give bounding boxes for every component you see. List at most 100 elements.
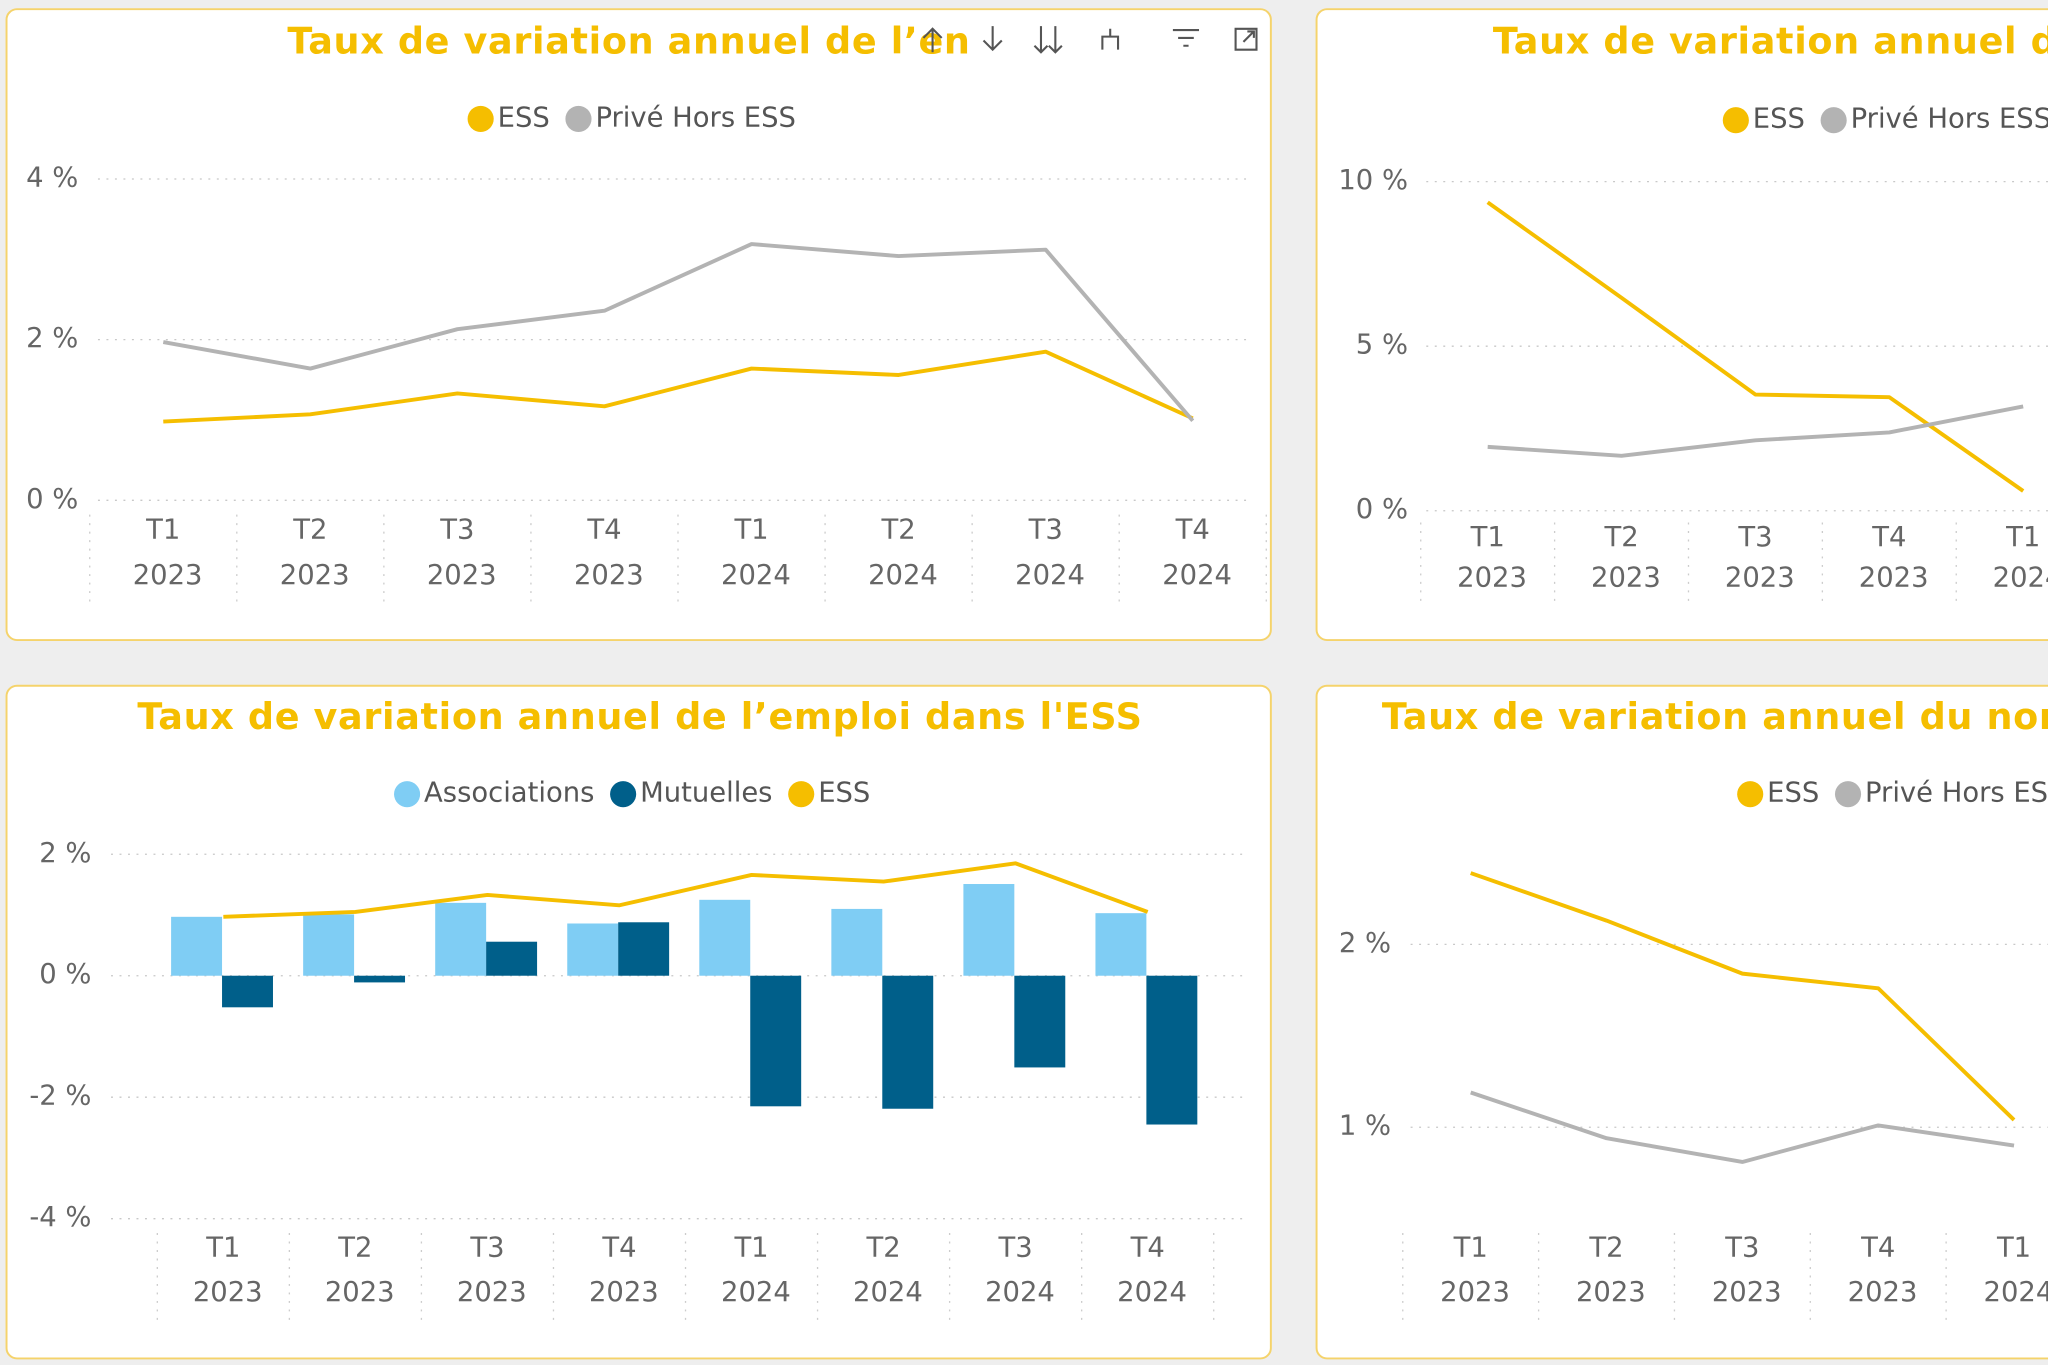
- series-line: [223, 861, 1149, 919]
- panel-frame: [1315, 8, 2048, 642]
- x-tick-label: T2 2024: [844, 1232, 922, 1307]
- x-tick-label: T4 2023: [1839, 1232, 1917, 1307]
- legend-label: ESS: [498, 102, 550, 133]
- bar: [222, 975, 273, 1008]
- legend-marker: [788, 781, 815, 808]
- legend-marker: [394, 781, 421, 808]
- legend-label: Privé Hors ESS: [1865, 778, 2048, 809]
- y-tick-label: -2 %: [29, 1081, 91, 1112]
- y-tick-label: 2 %: [1339, 928, 1391, 959]
- legend: ESS Privé Hors ESS: [467, 102, 796, 133]
- bar: [618, 922, 670, 976]
- bar: [831, 908, 883, 976]
- panel-frame: [5, 8, 1272, 642]
- header-icon: [1033, 26, 1063, 54]
- bar: [963, 884, 1015, 976]
- y-tick-label: 0 %: [1356, 494, 1408, 525]
- legend-label: Privé Hors ESS: [595, 102, 795, 133]
- y-tick-label: 0 %: [39, 959, 91, 990]
- bar: [1146, 975, 1198, 1125]
- header-icon: [1101, 28, 1120, 50]
- bar: [882, 975, 934, 1109]
- y-tick-label: -4 %: [29, 1202, 91, 1233]
- header-icon: [982, 26, 1003, 52]
- bar: [750, 975, 802, 1107]
- y-tick-label: 2 %: [39, 838, 91, 869]
- bar: [699, 899, 751, 976]
- x-tick-label: T1 2023: [124, 514, 202, 591]
- x-tick-label: T2 2023: [1567, 1232, 1645, 1307]
- chart-panel: Taux de variation annuel de l’en 0 % 2 % 4 …: [5, 8, 1272, 642]
- x-tick-label: T4 2023: [565, 514, 643, 591]
- legend: Associations Mutuelles ESS: [394, 778, 870, 809]
- y-tick-label: 5 %: [1356, 330, 1408, 361]
- bar: [486, 941, 538, 976]
- bar: [567, 923, 619, 976]
- series-line: [1470, 871, 2016, 1122]
- series-line: [162, 242, 1195, 423]
- x-tick-label: T3 2024: [976, 1232, 1054, 1307]
- legend-marker: [1820, 107, 1847, 134]
- x-tick-label: T3 2024: [1006, 514, 1084, 591]
- series-line: [1486, 200, 2025, 493]
- x-tick-label: T1 2023: [184, 1232, 262, 1307]
- panel-frame: [5, 684, 1272, 1360]
- x-tick-label: T1 2023: [1448, 522, 1526, 593]
- header-icon: [1172, 29, 1200, 47]
- legend-label: Mutuelles: [640, 778, 772, 809]
- bar: [1014, 975, 1066, 1068]
- panel-frame: [1315, 684, 2048, 1360]
- x-tick-label: T4 2024: [1154, 514, 1232, 591]
- y-tick-label: 10 %: [1338, 165, 1408, 196]
- x-tick-label: T2 2023: [1582, 522, 1660, 593]
- legend: ESS Privé Hors ESS: [1737, 778, 2048, 809]
- chart-panel: Taux de variation annuel du nomb 1 % 2 % T1…: [1315, 684, 2048, 1360]
- x-tick-label: T1 2024: [712, 514, 790, 591]
- x-tick-label: T3 2023: [418, 514, 496, 591]
- legend-marker: [1737, 781, 1764, 808]
- bar: [1095, 913, 1147, 976]
- bar: [171, 916, 223, 976]
- x-tick-label: T4 2023: [1850, 522, 1928, 593]
- legend-marker: [467, 105, 494, 132]
- legend-label: Associations: [424, 778, 594, 809]
- chart-panel: Taux de variation annuel du 0 % 5 % 10 % T1 …: [1315, 8, 2048, 642]
- header-icon: [922, 27, 943, 53]
- series-line: [1470, 1090, 2015, 1164]
- legend-marker: [1722, 107, 1749, 134]
- visual-header-icons: [922, 26, 1258, 54]
- legend-marker: [610, 781, 637, 808]
- legend-label: ESS: [1753, 104, 1805, 135]
- x-tick-label: T1 2024: [1984, 522, 2048, 593]
- chart-title: Taux de variation annuel du: [1493, 20, 2048, 63]
- x-tick-label: T4 2024: [1108, 1232, 1186, 1307]
- bar: [435, 902, 487, 976]
- y-tick-label: 2 %: [26, 323, 78, 354]
- x-tick-label: T3 2023: [448, 1232, 526, 1307]
- x-tick-label: T1 2024: [712, 1232, 790, 1307]
- y-tick-label: 0 %: [26, 484, 78, 515]
- x-tick-label: T3 2023: [1716, 522, 1794, 593]
- x-tick-label: T1 2023: [1431, 1232, 1509, 1307]
- bar: [354, 975, 406, 983]
- x-tick-label: T2 2024: [859, 514, 937, 591]
- legend: ESS Privé Hors ESS: [1722, 104, 2048, 135]
- y-tick-label: 1 %: [1339, 1111, 1391, 1142]
- legend-label: Privé Hors ESS: [1851, 104, 2048, 135]
- series-line: [1487, 404, 2024, 458]
- legend-label: ESS: [1767, 778, 1819, 809]
- bar: [303, 914, 355, 976]
- chart-title: Taux de variation annuel du nomb: [1382, 695, 2048, 738]
- series-line: [163, 349, 1194, 424]
- x-tick-label: T3 2023: [1703, 1232, 1781, 1307]
- x-tick-label: T2 2023: [271, 514, 349, 591]
- chart-title: Taux de variation annuel de l’emploi dan…: [137, 695, 1142, 738]
- x-tick-label: T4 2023: [580, 1232, 658, 1307]
- x-tick-label: T1 2024: [1975, 1232, 2048, 1307]
- chart-title: Taux de variation annuel de l’en: [287, 20, 970, 63]
- legend-marker: [565, 105, 592, 132]
- legend-marker: [1834, 781, 1862, 808]
- legend-label: ESS: [818, 778, 870, 809]
